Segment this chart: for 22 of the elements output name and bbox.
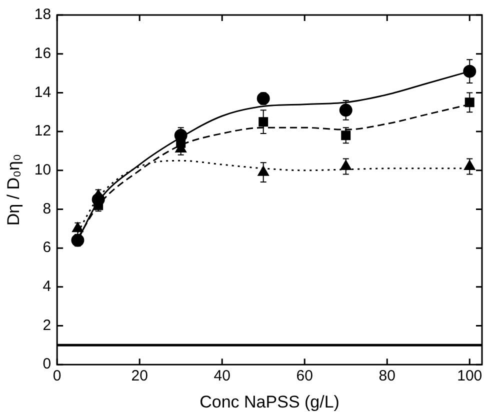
x-tick-label: 100: [457, 368, 482, 385]
point: [339, 104, 352, 117]
y-tick-label: 16: [34, 44, 52, 62]
x-tick-label: 60: [296, 368, 313, 385]
x-tick-label: 20: [131, 368, 148, 385]
y-tick-label: 4: [42, 278, 52, 296]
x-tick-label: 80: [378, 368, 396, 385]
y-tick-label: 14: [34, 84, 52, 101]
point: [341, 130, 351, 140]
y-tick-label: 8: [42, 200, 52, 218]
y-tick-label: 0: [42, 356, 52, 373]
point: [464, 98, 474, 108]
y-tick-label: 12: [34, 122, 52, 140]
y-axis-title: Dη / D₀η₀: [4, 154, 23, 226]
y-tick-label: 18: [34, 6, 52, 24]
x-axis-title: Conc NaPSS (g/L): [200, 392, 340, 412]
point: [258, 117, 268, 127]
point: [463, 64, 476, 78]
y-tick-label: 6: [42, 239, 52, 256]
x-tick-label: 40: [214, 368, 230, 385]
y-tick-label: 10: [34, 162, 52, 179]
y-tick-label: 2: [42, 316, 52, 334]
